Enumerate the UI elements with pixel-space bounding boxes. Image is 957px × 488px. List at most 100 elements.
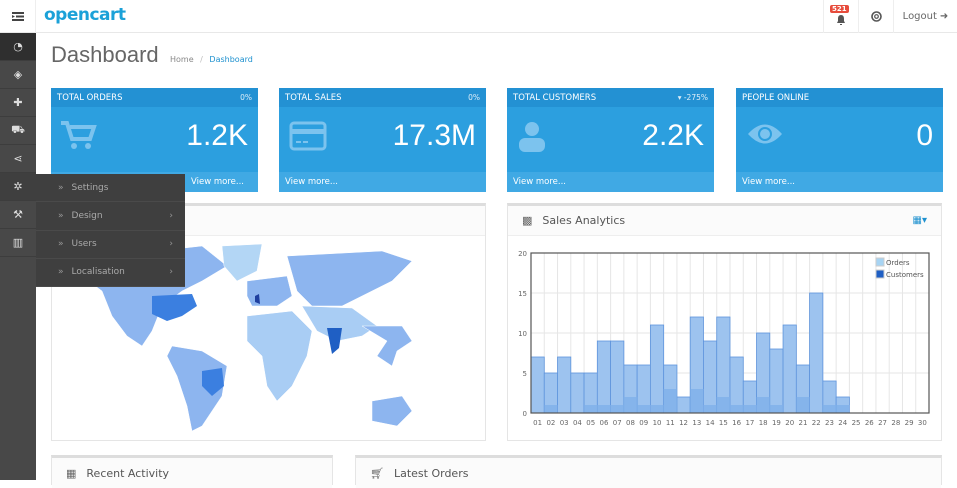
customers-bar <box>544 405 558 413</box>
sidebar-item-dashboard[interactable]: ◔ <box>0 33 36 61</box>
recent-activity-panel: ▦ Recent Activity <box>51 455 333 488</box>
tile-percent: ▾ -275% <box>677 93 708 102</box>
view-more-link[interactable]: View more... <box>736 172 943 192</box>
calendar-dropdown-button[interactable]: ▦▾ <box>912 215 927 226</box>
x-tick-label: 24 <box>838 419 847 427</box>
customers-bar <box>822 405 837 413</box>
cart-icon: 🛒︎ <box>370 466 384 480</box>
notifications-button[interactable]: 521 <box>823 0 858 33</box>
x-tick-label: 12 <box>679 419 688 427</box>
sidebar-item-puzzle[interactable]: ✚ <box>0 89 36 117</box>
dashboard-icon: ◔ <box>13 40 23 53</box>
flyout-item-label: Localisation <box>71 267 125 278</box>
bell-icon <box>837 14 845 25</box>
flyout-item-settings[interactable]: » Settings <box>36 174 185 203</box>
gear-icon: ✲ <box>13 180 23 193</box>
sidebar-item-gear[interactable]: ✲ <box>0 173 36 201</box>
sidebar-item-cart[interactable]: ⛟ <box>0 117 36 145</box>
orders-bar <box>703 340 718 414</box>
orders-bar <box>729 356 744 414</box>
orders-bar <box>530 356 545 414</box>
customers-bar <box>663 389 677 413</box>
x-tick-label: 30 <box>918 419 927 427</box>
flyout-item-users[interactable]: » Users › <box>36 231 185 259</box>
double-chevron-icon: » <box>58 182 64 193</box>
sidebar-item-wrench[interactable]: ⚒ <box>0 201 36 229</box>
orders-bar <box>769 348 784 414</box>
x-tick-label: 19 <box>772 419 781 427</box>
flyout-item-label: Design <box>71 210 103 221</box>
x-tick-label: 04 <box>573 419 582 427</box>
orders-bar <box>557 356 572 414</box>
help-button[interactable] <box>858 0 893 33</box>
logout-label: Logout <box>902 11 937 22</box>
x-tick-label: 10 <box>653 419 662 427</box>
double-chevron-icon: » <box>58 239 64 250</box>
sidebar-item-bar-chart[interactable]: ▥ <box>0 229 36 257</box>
x-tick-label: 03 <box>560 419 569 427</box>
tile-total-customers: TOTAL CUSTOMERS ▾ -275% 2.2K View more... <box>507 88 714 192</box>
y-tick-label: 10 <box>518 330 527 338</box>
y-tick-label: 5 <box>523 370 527 378</box>
tile-value: 2.2K <box>642 119 704 152</box>
view-more-link[interactable]: View more... <box>279 172 486 192</box>
customers-bar <box>597 405 611 413</box>
double-chevron-icon: » <box>58 210 64 221</box>
orders-bar <box>649 324 665 414</box>
logout-button[interactable]: Logout ➜ <box>893 0 957 33</box>
orders-bar <box>570 372 585 414</box>
flyout-item-design[interactable]: » Design › <box>36 202 185 231</box>
orders-bar <box>676 396 691 414</box>
tile-value: 17.3M <box>392 119 476 152</box>
menu-toggle-button[interactable] <box>0 0 36 33</box>
breadcrumb-dashboard[interactable]: Dashboard <box>209 55 253 64</box>
customers-bar <box>650 405 664 413</box>
customers-bar <box>756 397 770 413</box>
breadcrumb-home[interactable]: Home <box>170 55 194 64</box>
customers-bar <box>610 405 624 413</box>
x-tick-label: 14 <box>706 419 715 427</box>
tile-value: 0 <box>916 119 933 152</box>
flyout-item-label: Settings <box>71 182 109 193</box>
x-tick-label: 29 <box>905 419 914 427</box>
y-tick-label: 15 <box>518 290 527 298</box>
x-tick-label: 18 <box>759 419 768 427</box>
latest-orders-title: Latest Orders <box>393 466 469 480</box>
sales-analytics-panel: ▩ Sales Analytics ▦▾ 0 5 10 15 20 01 02 03 04 05 06… <box>507 203 942 441</box>
opencart-logo[interactable]: opencart <box>44 5 126 25</box>
x-tick-label: 28 <box>891 419 900 427</box>
sidebar-item-tag[interactable]: ◈ <box>0 61 36 89</box>
life-ring-icon <box>870 11 882 22</box>
customers-bar <box>623 397 638 413</box>
latest-orders-panel: 🛒︎ Latest Orders <box>355 455 942 488</box>
legend-label: Orders <box>886 259 910 267</box>
calendar-icon: ▦ <box>66 466 77 480</box>
customers-bar <box>836 405 850 413</box>
system-flyout-menu: » Settings » Design › » Users › » Localisation › <box>36 174 185 287</box>
legend-swatch <box>875 269 885 279</box>
x-tick-label: 16 <box>732 419 741 427</box>
orders-bar <box>782 324 797 414</box>
notification-badge: 521 <box>830 5 849 13</box>
bar-chart-icon: ▩ <box>522 214 533 227</box>
x-tick-label: 20 <box>785 419 794 427</box>
tile-value: 1.2K <box>186 119 248 152</box>
double-chevron-icon: » <box>58 267 64 278</box>
menu-icon <box>11 12 24 21</box>
share-icon: ⋖ <box>13 152 23 165</box>
customers-bar <box>637 405 651 413</box>
x-tick-label: 06 <box>600 419 609 427</box>
tile-people-online: PEOPLE ONLINE 0 View more... <box>736 88 943 192</box>
tile-title: TOTAL SALES <box>285 93 342 103</box>
puzzle-icon: ✚ <box>13 96 23 109</box>
view-more-link[interactable]: View more... <box>507 172 714 192</box>
customers-bar <box>796 397 810 413</box>
orders-bar <box>809 292 824 414</box>
sidebar-item-share[interactable]: ⋖ <box>0 145 36 173</box>
x-tick-label: 07 <box>613 419 622 427</box>
sidebar: ◔ ◈ ✚ ⛟ ⋖ ✲ ⚒ ▥ <box>0 33 36 480</box>
flyout-item-localisation[interactable]: » Localisation › <box>36 259 185 287</box>
x-tick-label: 26 <box>865 419 874 427</box>
x-tick-label: 27 <box>878 419 887 427</box>
